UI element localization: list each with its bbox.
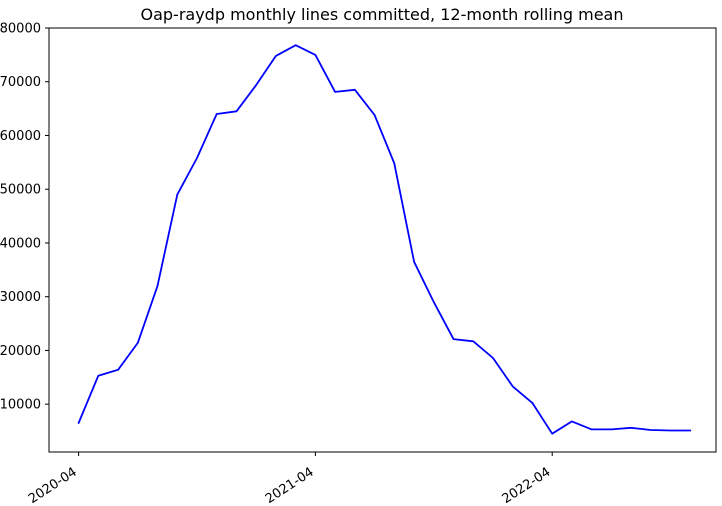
x-tick-label: 2022-04	[500, 465, 554, 506]
plot-border	[48, 27, 717, 453]
x-tick-label: 2020-04	[26, 465, 80, 506]
chart-title: Oap-raydp monthly lines committed, 12-mo…	[141, 5, 624, 24]
y-tick-label: 60000	[0, 129, 41, 144]
y-tick-label: 40000	[0, 236, 41, 251]
x-tick-label: 2021-04	[263, 465, 317, 506]
data-series-line	[77, 44, 692, 435]
y-tick-label: 10000	[0, 398, 41, 413]
y-tick-label: 80000	[0, 22, 41, 37]
y-tick-label: 70000	[0, 75, 41, 90]
y-tick-label: 20000	[0, 344, 41, 359]
y-tick-label: 30000	[0, 290, 41, 305]
y-tick-label: 50000	[0, 183, 41, 198]
plot-area: 10000 20000 30000 40000 50000 60000 70000 80000…	[0, 22, 717, 506]
